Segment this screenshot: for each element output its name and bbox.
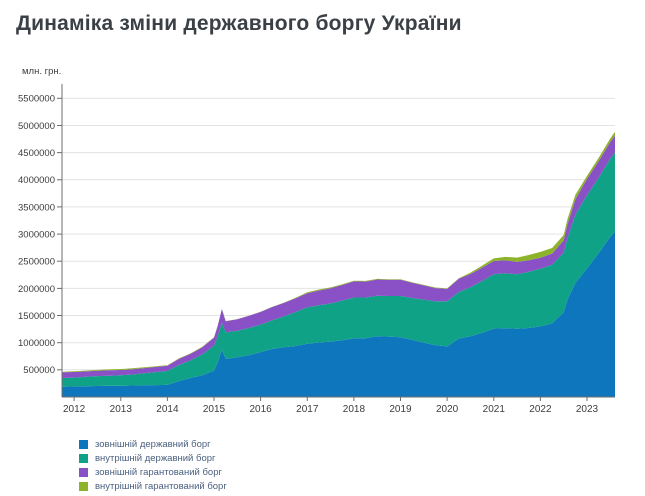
legend-item-external-guaranteed-debt: зовнішній гарантований борг (79, 466, 227, 479)
y-tick-label: 5500000 (18, 94, 55, 105)
legend-label: зовнішній державний борг (95, 439, 211, 450)
y-tick-label: 2500000 (18, 257, 55, 268)
legend-item-domestic-guaranteed-debt: внутрішній гарантований борг (79, 480, 227, 493)
x-tick-label: 2016 (249, 404, 272, 415)
y-axis-unit-label: млн. грн. (22, 66, 62, 77)
x-tick-label: 2021 (483, 404, 506, 415)
legend-label: внутрішній гарантований борг (95, 481, 227, 492)
y-tick-label: 5000000 (18, 121, 55, 132)
x-tick-label: 2014 (156, 404, 179, 415)
y-tick-label: 3500000 (18, 202, 55, 213)
y-tick-label: 3000000 (18, 229, 55, 240)
legend-swatch-icon (79, 482, 88, 491)
x-tick-label: 2017 (296, 404, 319, 415)
chart-legend: зовнішній державний борг внутрішній держ… (79, 438, 227, 494)
y-tick-label: 4000000 (18, 175, 55, 186)
area-domestic-state-debt (62, 152, 615, 387)
y-tick-label: 2000000 (18, 284, 55, 295)
legend-swatch-icon (79, 454, 88, 463)
y-tick-label: 1500000 (18, 311, 55, 322)
page-title: Динаміка зміни державного боргу України (16, 12, 462, 35)
y-tick-label: 500000 (23, 365, 55, 376)
legend-item-external-state-debt: зовнішній державний борг (79, 438, 227, 451)
y-tick-label: 1000000 (18, 338, 55, 349)
area-external-state-debt (62, 231, 615, 397)
x-tick-label: 2012 (63, 404, 86, 415)
x-tick-label: 2019 (389, 404, 412, 415)
x-tick-label: 2018 (343, 404, 366, 415)
y-tick-label: 4500000 (18, 148, 55, 159)
x-tick-label: 2013 (110, 404, 133, 415)
legend-swatch-icon (79, 440, 88, 449)
x-tick-label: 2015 (203, 404, 226, 415)
x-tick-label: 2023 (576, 404, 599, 415)
legend-swatch-icon (79, 468, 88, 477)
x-tick-label: 2022 (529, 404, 552, 415)
x-tick-label: 2020 (436, 404, 459, 415)
legend-item-domestic-state-debt: внутрішній державний борг (79, 452, 227, 465)
legend-label: зовнішній гарантований борг (95, 467, 222, 478)
legend-label: внутрішній державний борг (95, 453, 216, 464)
